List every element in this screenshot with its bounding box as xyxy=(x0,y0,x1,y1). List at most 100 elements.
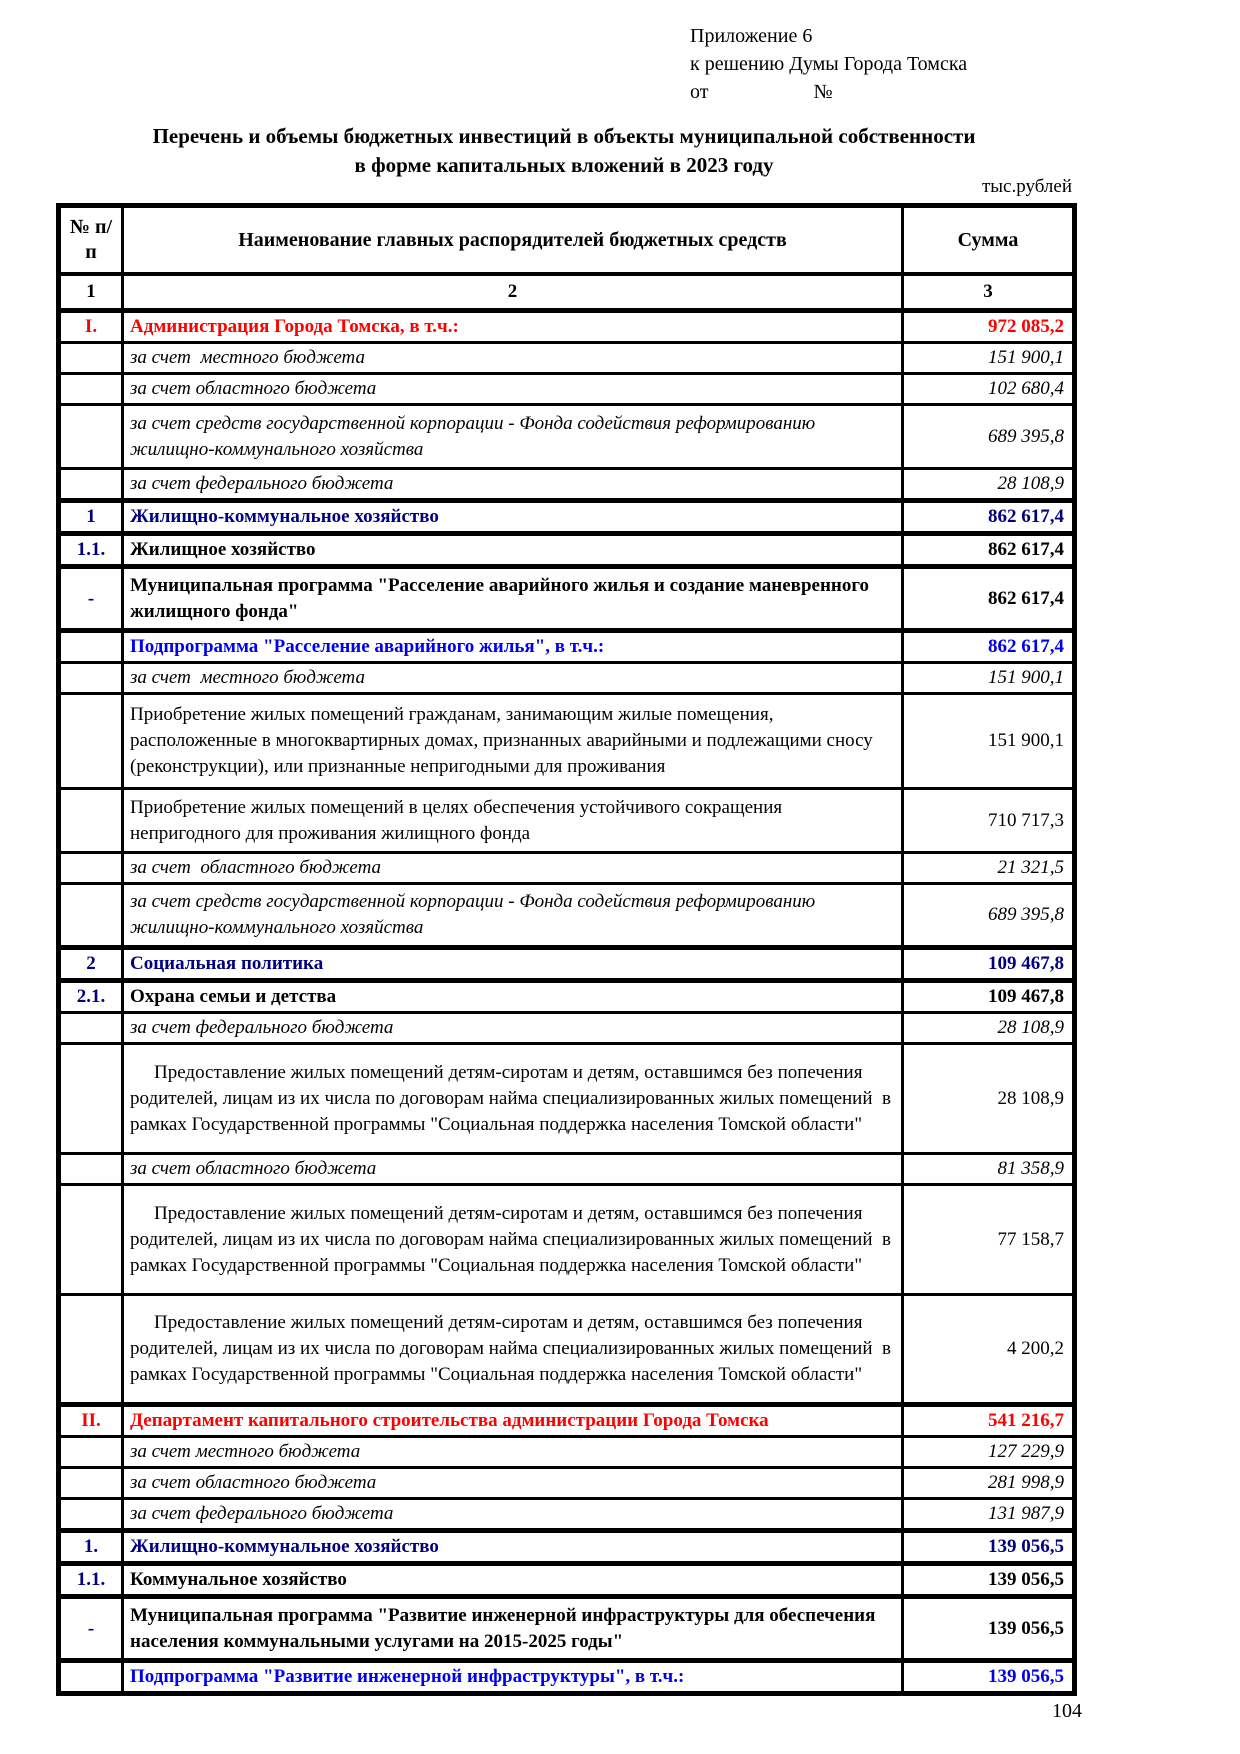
row-sum-cell: 28 108,9 xyxy=(901,1042,1076,1155)
col-header-num: № п/п xyxy=(57,204,124,276)
row-num-cell xyxy=(57,1466,124,1500)
row-sum-cell: 109 467,8 xyxy=(901,978,1076,1014)
table-row: - Муниципальная программа "Расселение ава… xyxy=(57,564,1076,632)
row-num-cell: 2.1. xyxy=(57,978,124,1014)
row-sum-cell: 81 358,9 xyxy=(901,1152,1076,1186)
col-header-sum: Сумма xyxy=(901,204,1076,276)
budget-table: № п/п Наименование главных распорядителе… xyxy=(56,203,1077,1696)
row-name-cell: Охрана семьи и детства xyxy=(121,978,904,1014)
row-sum-cell: 127 229,9 xyxy=(901,1435,1076,1469)
row-num-cell: 1.1. xyxy=(57,1561,124,1598)
row-num-cell xyxy=(57,403,124,470)
row-num-cell xyxy=(57,372,124,406)
row-name-cell: Муниципальная программа "Развитие инжене… xyxy=(121,1594,904,1662)
table-row: за счет средств государственной корпорац… xyxy=(57,403,1076,470)
row-name-cell: за счет областного бюджета xyxy=(121,851,904,885)
row-num-cell xyxy=(57,1042,124,1155)
table-row: за счет федерального бюджета 131 987,9 xyxy=(57,1497,1076,1532)
units-label: тыс.рублей xyxy=(981,176,1072,197)
table-row: 1.1. Коммунальное хозяйство 139 056,5 xyxy=(57,1561,1076,1598)
table-row: Подпрограмма "Развитие инженерной инфрас… xyxy=(57,1658,1076,1695)
row-num-cell: 1.1. xyxy=(57,531,124,568)
page-number: 104 xyxy=(1052,1700,1082,1722)
from-label: от xyxy=(690,81,709,103)
title-line-2: в форме капитальных вложений в 2023 году xyxy=(354,153,774,177)
appendix-line-1: Приложение 6 xyxy=(690,25,813,47)
row-sum-cell: 28 108,9 xyxy=(901,467,1076,502)
row-sum-cell: 109 467,8 xyxy=(901,945,1076,982)
row-num-cell xyxy=(57,851,124,885)
row-sum-cell: 28 108,9 xyxy=(901,1011,1076,1045)
table-row: 2.1. Охрана семьи и детства 109 467,8 xyxy=(57,978,1076,1014)
row-num-cell: 1. xyxy=(57,1528,124,1565)
table-row: Приобретение жилых помещений гражданам, … xyxy=(57,692,1076,790)
table-row: за счет федерального бюджета 28 108,9 xyxy=(57,1011,1076,1045)
col-header-name: Наименование главных распорядителей бюдж… xyxy=(121,204,904,276)
row-sum-cell: 862 617,4 xyxy=(901,628,1076,664)
row-name-cell: за счет областного бюджета xyxy=(121,372,904,406)
row-name-cell: за счет местного бюджета xyxy=(121,1435,904,1469)
row-num-cell xyxy=(57,628,124,664)
table-head: № п/п Наименование главных распорядителе… xyxy=(57,204,1076,313)
row-name-cell: Приобретение жилых помещений в целях обе… xyxy=(121,787,904,854)
row-name-cell: за счет местного бюджета xyxy=(121,341,904,375)
row-sum-cell: 862 617,4 xyxy=(901,564,1076,632)
table-row: Приобретение жилых помещений в целях обе… xyxy=(57,787,1076,854)
column-numbering-row: 1 2 3 xyxy=(57,272,1076,313)
row-name-cell: за счет федерального бюджета xyxy=(121,1011,904,1045)
table-row: за счет областного бюджета 102 680,4 xyxy=(57,372,1076,406)
table-row: за счет областного бюджета 281 998,9 xyxy=(57,1466,1076,1500)
row-name-cell: Социальная политика xyxy=(121,945,904,982)
row-num-cell xyxy=(57,882,124,949)
row-name-cell: за счет средств государственной корпорац… xyxy=(121,882,904,949)
row-name-cell: Приобретение жилых помещений гражданам, … xyxy=(121,692,904,790)
row-num-cell xyxy=(57,1293,124,1406)
row-name-cell: Департамент капитального строительства а… xyxy=(121,1402,904,1438)
row-num-cell xyxy=(57,661,124,695)
row-num-cell xyxy=(57,1658,124,1695)
row-sum-cell: 862 617,4 xyxy=(901,498,1076,535)
table-row: за счет областного бюджета 81 358,9 xyxy=(57,1152,1076,1186)
row-num-cell xyxy=(57,341,124,375)
row-sum-cell: 131 987,9 xyxy=(901,1497,1076,1532)
row-num-cell xyxy=(57,787,124,854)
table-body: I. Администрация Города Томска, в т.ч.: 97… xyxy=(57,308,1076,1695)
row-sum-cell: 139 056,5 xyxy=(901,1658,1076,1695)
row-num-cell xyxy=(57,1152,124,1186)
table-row: Предоставление жилых помещений детям-сир… xyxy=(57,1183,1076,1296)
table-row: 2 Социальная политика 109 467,8 xyxy=(57,945,1076,982)
table-row: за счет областного бюджета 21 321,5 xyxy=(57,851,1076,885)
row-sum-cell: 139 056,5 xyxy=(901,1528,1076,1565)
table-header-row: № п/п Наименование главных распорядителе… xyxy=(57,204,1076,276)
row-sum-cell: 862 617,4 xyxy=(901,531,1076,568)
row-num-cell xyxy=(57,467,124,502)
table-row: за счет местного бюджета 151 900,1 xyxy=(57,341,1076,375)
row-name-cell: за счет местного бюджета xyxy=(121,661,904,695)
row-sum-cell: 151 900,1 xyxy=(901,341,1076,375)
row-name-cell: Администрация Города Томска, в т.ч.: xyxy=(121,308,904,344)
row-name-cell: Жилищное хозяйство xyxy=(121,531,904,568)
row-sum-cell: 689 395,8 xyxy=(901,403,1076,470)
table-row: - Муниципальная программа "Развитие инжен… xyxy=(57,1594,1076,1662)
row-num-cell: 2 xyxy=(57,945,124,982)
row-name-cell: Подпрограмма "Расселение аварийного жиль… xyxy=(121,628,904,664)
table-row: за счет местного бюджета 127 229,9 xyxy=(57,1435,1076,1469)
row-sum-cell: 139 056,5 xyxy=(901,1594,1076,1662)
number-sign: № xyxy=(813,81,833,103)
table-row: Подпрограмма "Расселение аварийного жиль… xyxy=(57,628,1076,664)
appendix-note: Приложение 6 к решению Думы Города Томск… xyxy=(690,22,967,106)
row-sum-cell: 102 680,4 xyxy=(901,372,1076,406)
row-sum-cell: 541 216,7 xyxy=(901,1402,1076,1438)
table-row: Предоставление жилых помещений детям-сир… xyxy=(57,1293,1076,1406)
table-row: за счет средств государственной корпорац… xyxy=(57,882,1076,949)
row-sum-cell: 139 056,5 xyxy=(901,1561,1076,1598)
table-row: за счет местного бюджета 151 900,1 xyxy=(57,661,1076,695)
row-name-cell: Жилищно-коммунальное хозяйство xyxy=(121,1528,904,1565)
row-sum-cell: 151 900,1 xyxy=(901,661,1076,695)
row-num-cell: I. xyxy=(57,308,124,344)
row-name-cell: за счет федерального бюджета xyxy=(121,467,904,502)
row-name-cell: за счет федерального бюджета xyxy=(121,1497,904,1532)
row-num-cell xyxy=(57,692,124,790)
row-sum-cell: 77 158,7 xyxy=(901,1183,1076,1296)
